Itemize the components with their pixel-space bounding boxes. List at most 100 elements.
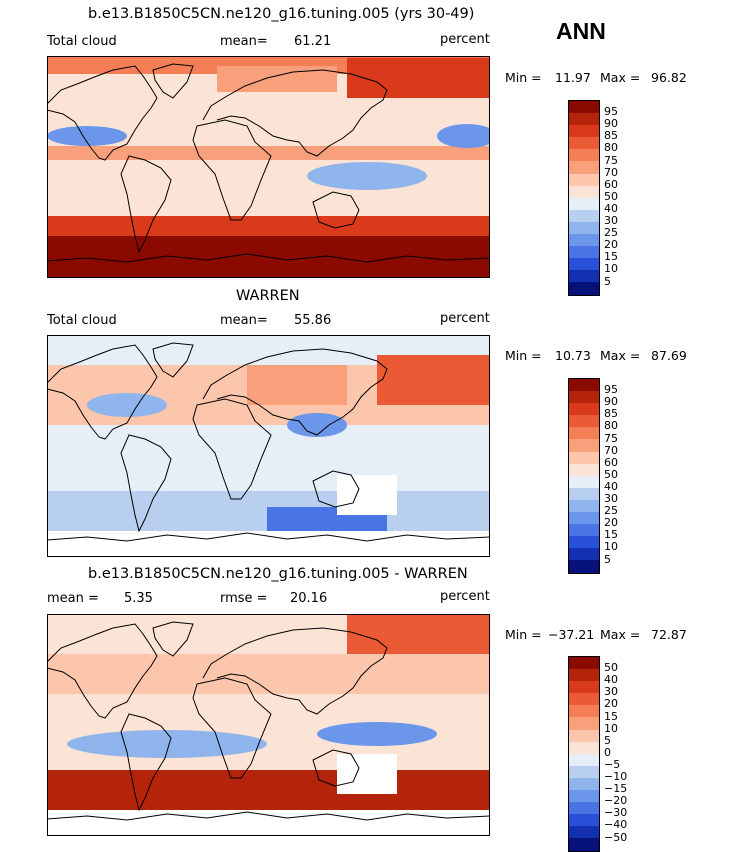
colorbar-swatch xyxy=(569,802,599,815)
colorbar-swatch xyxy=(569,790,599,803)
colorbar-tick-label: 60 xyxy=(604,455,618,469)
colorbar-swatch xyxy=(569,137,599,150)
colorbar-tick-label: 80 xyxy=(604,141,618,155)
panel2-variable-label: Total cloud xyxy=(47,313,117,328)
colorbar-tick-label: 40 xyxy=(604,479,618,493)
colorbar-swatch xyxy=(569,282,599,295)
panel3-rmse-label: rmse = xyxy=(220,591,268,606)
colorbar-swatch xyxy=(569,149,599,162)
colorbar-swatch xyxy=(569,536,599,549)
colorbar-swatch xyxy=(569,814,599,827)
panel1-max-label: Max = xyxy=(600,70,641,85)
colorbar-swatch xyxy=(569,657,599,670)
colorbar-tick-label: 15 xyxy=(604,528,618,542)
colorbar-tick-label: 95 xyxy=(604,105,618,119)
colorbar-tick-label: 85 xyxy=(604,407,618,421)
panel3-rmse-value: 20.16 xyxy=(290,591,328,606)
colorbar-swatches xyxy=(568,100,600,296)
colorbar-tick-label: 25 xyxy=(604,504,618,518)
colorbar-swatches xyxy=(568,378,600,574)
colorbar-swatch xyxy=(569,765,599,778)
colorbar-swatch xyxy=(569,439,599,452)
colorbar-tick-label: 75 xyxy=(604,153,618,167)
colorbar-swatch xyxy=(569,209,599,222)
colorbar-tick-label: −40 xyxy=(604,818,628,832)
colorbar-tick-label: 5 xyxy=(604,552,611,566)
panel1-min-label: Min = xyxy=(505,70,542,85)
colorbar-tick-label: 60 xyxy=(604,177,618,191)
colorbar-swatch xyxy=(569,221,599,235)
colorbar-swatch xyxy=(569,391,599,404)
colorbar-swatch xyxy=(569,560,599,573)
colorbar-swatch xyxy=(569,403,599,416)
colorbar-swatches xyxy=(568,656,600,852)
panel3-min-label: Min = xyxy=(505,627,542,642)
colorbar-tick-label: 15 xyxy=(604,709,618,723)
colorbar-tick-label: 5 xyxy=(604,274,611,288)
season-label: ANN xyxy=(556,18,606,44)
colorbar-tick-label: 50 xyxy=(604,661,618,675)
colorbar-swatch xyxy=(569,234,599,247)
colorbar-swatch xyxy=(569,451,599,464)
colorbar-tick-label: 95 xyxy=(604,383,618,397)
colorbar-swatch xyxy=(569,101,599,114)
colorbar-swatch xyxy=(569,258,599,271)
colorbar-swatch xyxy=(569,246,599,259)
colorbar-tick-label: 90 xyxy=(604,117,618,131)
colorbar-swatch xyxy=(569,693,599,706)
colorbar-swatch xyxy=(569,499,599,513)
colorbar-tick-label: 10 xyxy=(604,540,618,554)
colorbar-tick-label: 40 xyxy=(604,673,618,687)
colorbar-tick-label: −5 xyxy=(604,757,621,771)
panel2-title: WARREN xyxy=(236,288,300,304)
colorbar-tick-label: 20 xyxy=(604,697,618,711)
colorbar-tick-label: 80 xyxy=(604,419,618,433)
panel3-max-label: Max = xyxy=(600,627,641,642)
colorbar-swatch xyxy=(569,548,599,561)
panel2-units: percent xyxy=(440,311,490,326)
colorbar-swatch xyxy=(569,161,599,174)
colorbar-tick-label: 10 xyxy=(604,262,618,276)
colorbar-swatch xyxy=(569,681,599,694)
panel2-min-label: Min = xyxy=(505,348,542,363)
colorbar-tick-label: 20 xyxy=(604,516,618,530)
colorbar-tick-label: 10 xyxy=(604,721,618,735)
colorbar-tick-label: 25 xyxy=(604,226,618,240)
colorbar-tick-label: −50 xyxy=(604,830,628,844)
colorbar-tick-label: 40 xyxy=(604,201,618,215)
colorbar-swatch xyxy=(569,669,599,682)
colorbar-swatch xyxy=(569,475,599,488)
panel1-title: b.e13.B1850C5CN.ne120_g16.tuning.005 (yr… xyxy=(88,6,475,22)
panel1-max-value: 96.82 xyxy=(651,70,687,85)
colorbar-tick-label: 15 xyxy=(604,250,618,264)
colorbar-tick-label: 75 xyxy=(604,431,618,445)
colorbar-tick-label: 20 xyxy=(604,238,618,252)
colorbar-swatch xyxy=(569,838,599,851)
panel1-mean-value: 61.21 xyxy=(294,34,332,49)
colorbar-tick-label: 50 xyxy=(604,467,618,481)
colorbar-swatch xyxy=(569,753,599,766)
colorbar-tick-label: 70 xyxy=(604,165,618,179)
colorbar-tick-label: 90 xyxy=(604,395,618,409)
colorbar-swatch xyxy=(569,741,599,754)
colorbar-swatch xyxy=(569,512,599,525)
colorbar-swatch xyxy=(569,777,599,791)
colorbar-swatch xyxy=(569,826,599,839)
colorbar-swatch xyxy=(569,717,599,730)
panel2-mean-value: 55.86 xyxy=(294,313,332,328)
colorbar-swatch xyxy=(569,125,599,138)
colorbar-tick-label: 50 xyxy=(604,189,618,203)
panel2-max-label: Max = xyxy=(600,348,641,363)
panel2-min-value: 10.73 xyxy=(555,348,591,363)
panel1-min-value: 11.97 xyxy=(555,70,591,85)
colorbar-swatch xyxy=(569,113,599,126)
panel3-map xyxy=(47,614,490,836)
colorbar-tick-label: 85 xyxy=(604,129,618,143)
colorbar-swatch xyxy=(569,197,599,210)
colorbar-swatch xyxy=(569,487,599,500)
panel2-mean-label: mean= xyxy=(220,313,268,328)
panel3-title: b.e13.B1850C5CN.ne120_g16.tuning.005 - W… xyxy=(88,566,468,582)
colorbar-tick-label: 70 xyxy=(604,443,618,457)
panel2-max-value: 87.69 xyxy=(651,348,687,363)
colorbar-swatch xyxy=(569,524,599,537)
